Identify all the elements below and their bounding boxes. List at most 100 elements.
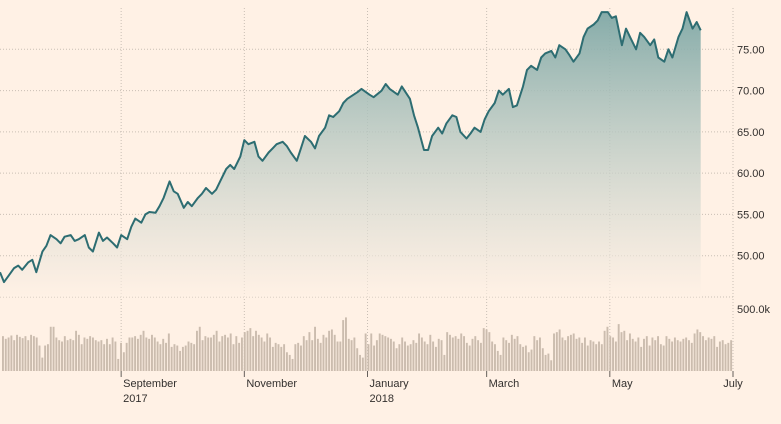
- volume-bar: [195, 330, 198, 371]
- volume-bar: [151, 334, 153, 371]
- volume-bar: [443, 354, 446, 371]
- volume-bar: [75, 330, 78, 371]
- volume-bar: [108, 344, 111, 371]
- x-tick-label: November: [246, 378, 297, 390]
- volume-bar: [246, 330, 249, 371]
- volume-bar: [100, 340, 103, 371]
- volume-bar: [592, 341, 595, 371]
- volume-bar: [27, 340, 30, 371]
- volume-bar: [103, 344, 106, 371]
- x-tick-label: May: [612, 378, 633, 390]
- volume-bar: [193, 344, 196, 371]
- volume-bar: [648, 345, 651, 371]
- volume-bar: [707, 337, 710, 371]
- volume-bar: [66, 340, 69, 371]
- volume-bar: [170, 346, 173, 371]
- volume-bar: [314, 326, 316, 371]
- volume-bar: [207, 337, 210, 371]
- volume-bar: [328, 330, 331, 371]
- volume-bar: [522, 346, 525, 371]
- volume-bar: [280, 346, 283, 371]
- volume-bar: [471, 338, 474, 371]
- volume-bar: [718, 341, 721, 371]
- volume-bar: [398, 344, 401, 371]
- volume-bar: [91, 337, 94, 371]
- volume-bar: [583, 337, 586, 371]
- volume-bar: [524, 345, 527, 371]
- volume-bar: [58, 340, 61, 371]
- volume-bar: [516, 336, 519, 371]
- volume-bar: [117, 358, 120, 371]
- volume-bar: [564, 340, 567, 371]
- volume-bar: [550, 360, 553, 371]
- volume-bar: [643, 338, 645, 371]
- volume-bar: [30, 334, 33, 371]
- volume-bar: [221, 336, 224, 371]
- volume-bar: [381, 334, 384, 371]
- volume-bar: [603, 330, 606, 371]
- price-series-line: [0, 11, 702, 284]
- volume-bar: [626, 340, 629, 371]
- volume-bar: [662, 345, 665, 371]
- volume-bar: [269, 337, 272, 371]
- volume-bar: [721, 340, 724, 371]
- volume-bar: [187, 341, 190, 371]
- volume-bar: [620, 332, 623, 371]
- volume-bar: [235, 336, 238, 371]
- volume-bar: [63, 336, 66, 371]
- volume-bar: [589, 340, 592, 371]
- volume-bar: [539, 337, 541, 371]
- volume-bar: [142, 330, 145, 371]
- volume-bar: [609, 336, 612, 371]
- x-axis: September 2017 November January 2018 March May…: [123, 378, 743, 405]
- volume-bar: [679, 341, 682, 371]
- volume-bar: [389, 338, 392, 371]
- volume-bar: [426, 344, 429, 371]
- volume-bar: [353, 337, 356, 371]
- volume-bar: [710, 338, 713, 371]
- volume-bar: [440, 340, 443, 371]
- volume-bar: [229, 333, 232, 371]
- price-area: [0, 12, 701, 297]
- volume-bar: [69, 338, 72, 371]
- volume-bar: [685, 337, 688, 371]
- volume-bar: [415, 342, 418, 371]
- volume-bar: [575, 338, 578, 371]
- y-tick-label: 65.00: [737, 127, 765, 139]
- volume-bar: [378, 333, 381, 371]
- volume-bar: [176, 345, 179, 371]
- volume-bar: [55, 337, 58, 371]
- volume-bar: [97, 341, 100, 371]
- y-tick-label: 50.00: [737, 251, 765, 263]
- volume-bar: [218, 341, 221, 371]
- volume-bar: [35, 337, 38, 371]
- volume-bar: [401, 337, 404, 371]
- volume-bar: [145, 337, 148, 371]
- volume-bar: [558, 329, 561, 371]
- volume-bar: [266, 333, 269, 371]
- volume-bar: [83, 337, 86, 371]
- volume-bar: [373, 345, 376, 371]
- volume-bar: [429, 334, 432, 371]
- volume-bar: [488, 332, 491, 371]
- volume-bar: [139, 334, 142, 371]
- volume-bar: [153, 337, 156, 371]
- volume-bar: [696, 329, 699, 371]
- volume-bar: [420, 337, 423, 371]
- volume-bar: [212, 334, 215, 371]
- x-tick-label: July: [723, 378, 743, 390]
- volume-bar: [702, 336, 704, 371]
- volume-bar: [333, 334, 336, 371]
- volume-bar: [527, 352, 530, 371]
- volume-bar: [319, 342, 322, 371]
- volume-bar: [316, 338, 319, 371]
- volume-bar: [693, 333, 696, 371]
- volume-bar: [375, 340, 378, 371]
- volume-bar: [252, 336, 255, 371]
- volume-max-label: 500.0k: [737, 304, 771, 316]
- volume-bar: [243, 332, 246, 371]
- volume-bar: [716, 346, 719, 371]
- volume-bar: [308, 332, 311, 371]
- volume-bar: [356, 348, 359, 371]
